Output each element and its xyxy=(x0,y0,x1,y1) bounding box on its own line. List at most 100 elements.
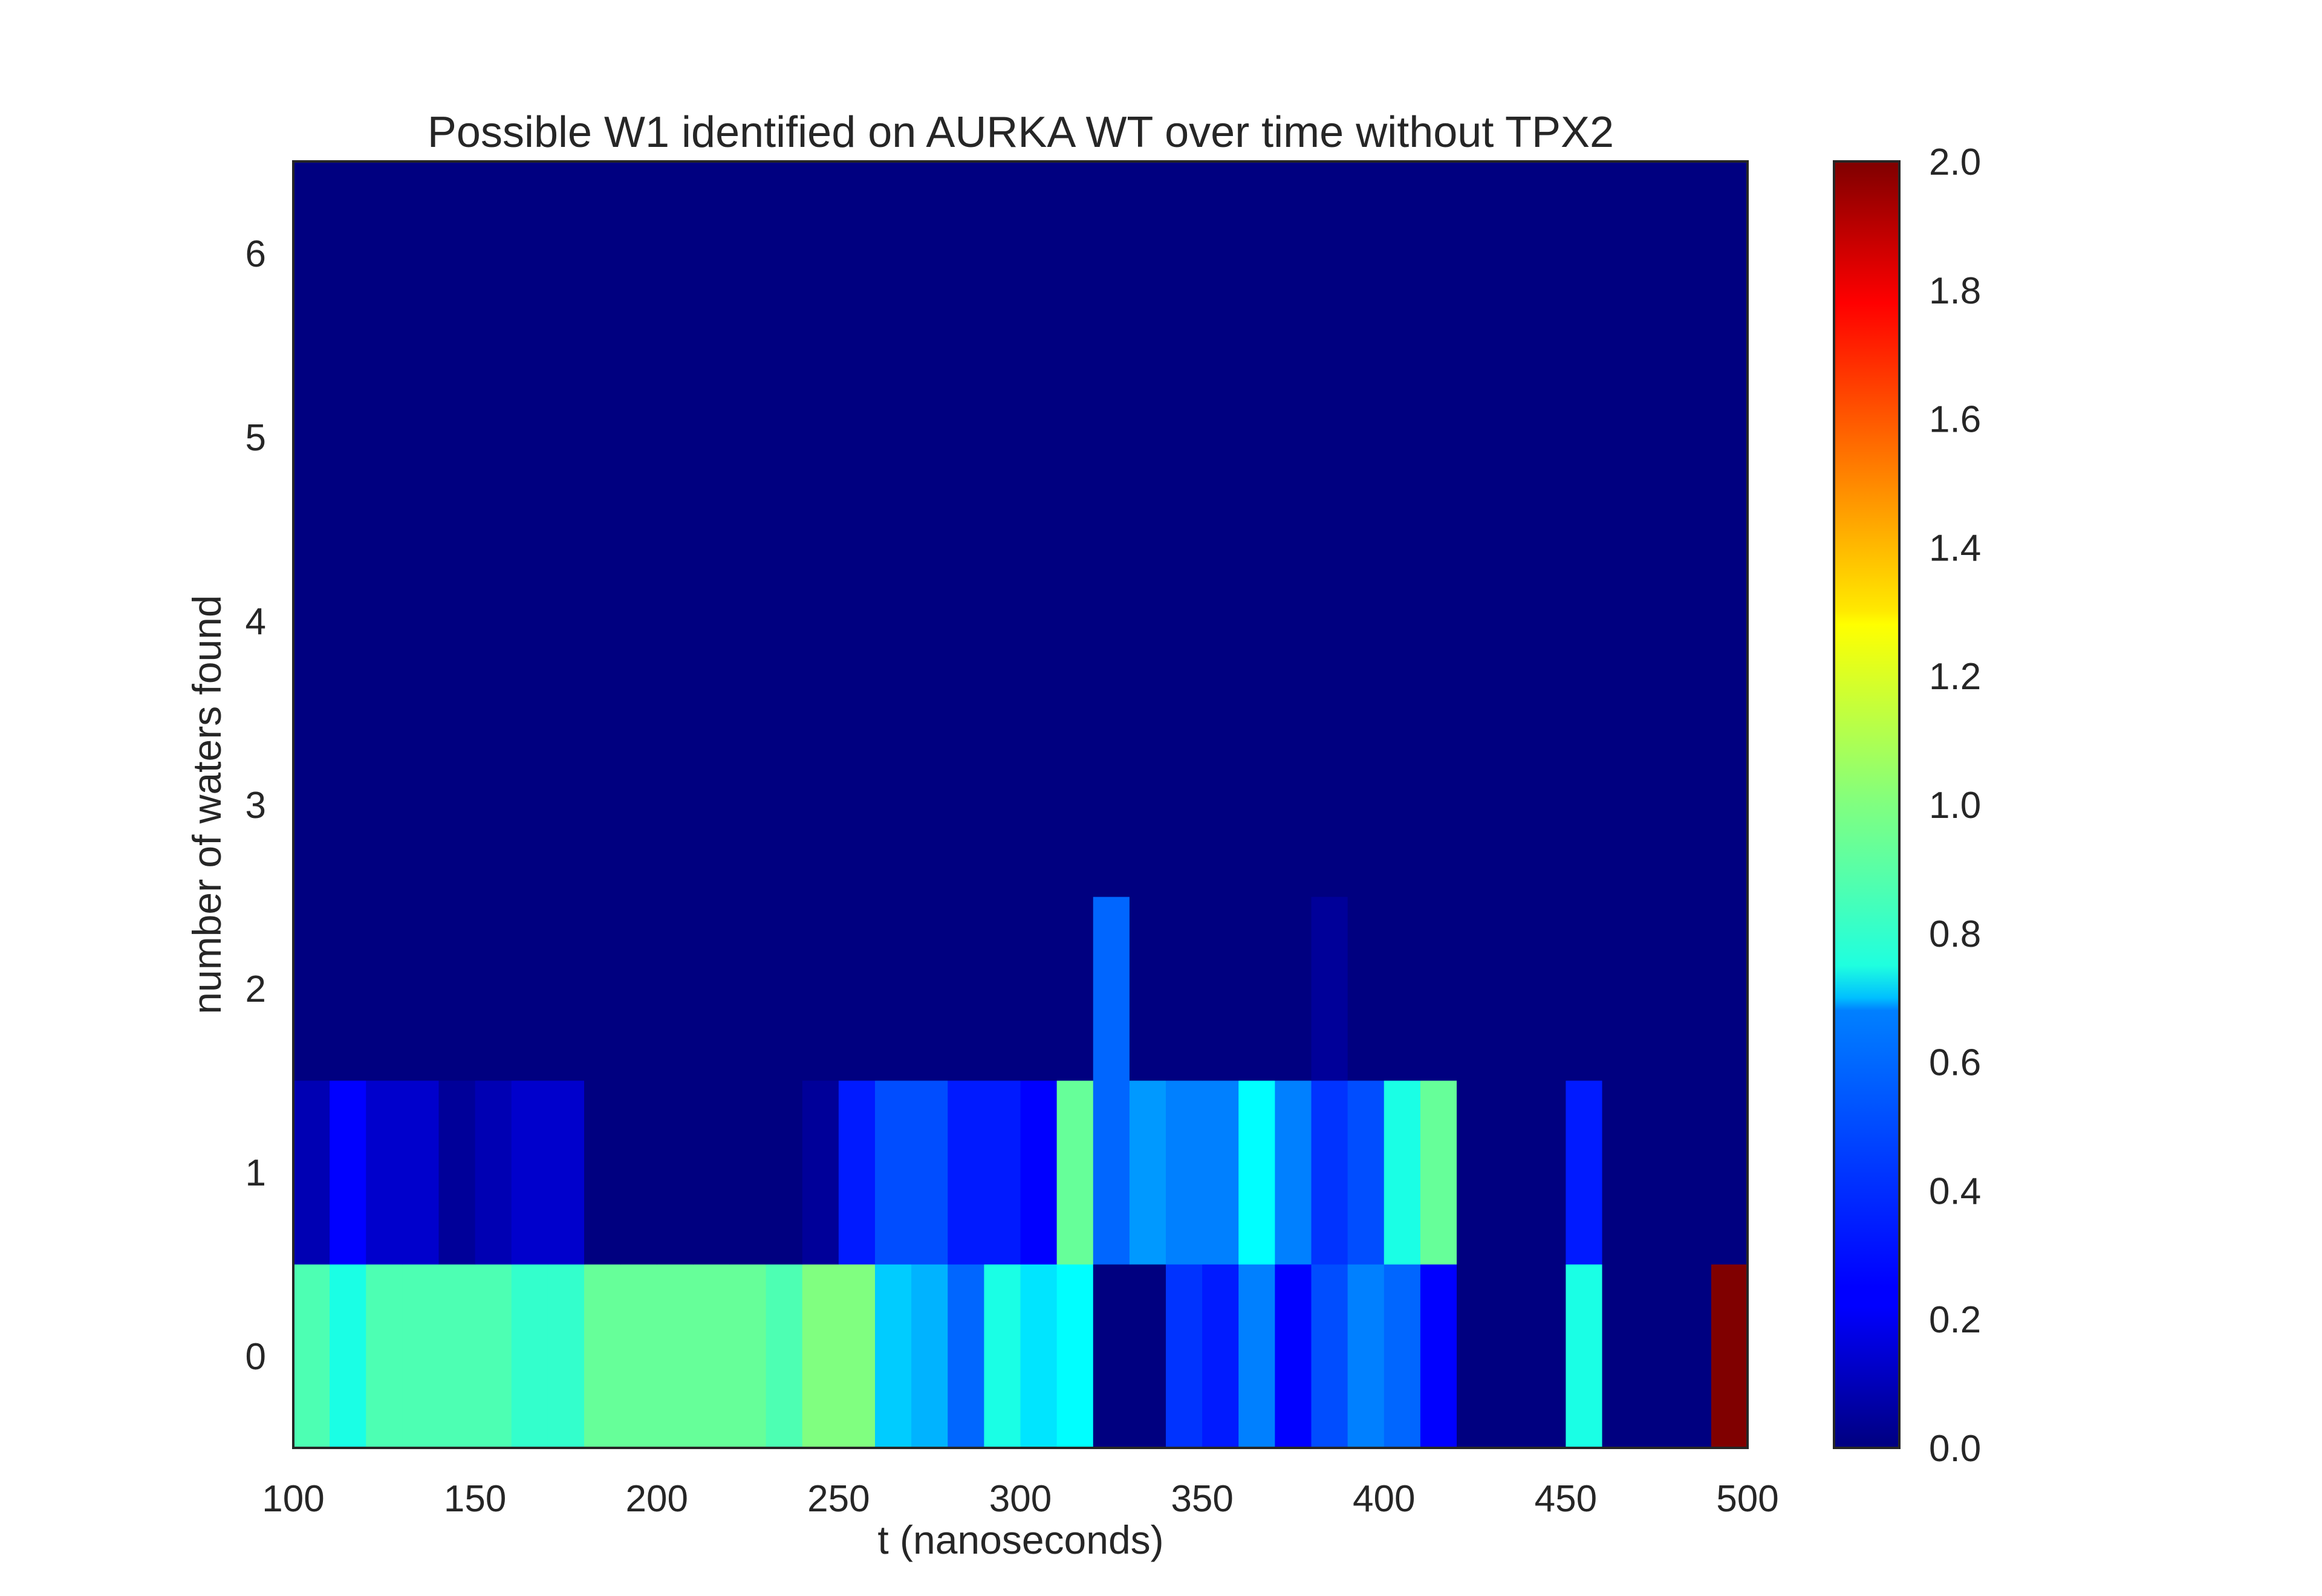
heatmap-cell xyxy=(1166,713,1203,897)
heatmap-cell xyxy=(1493,529,1530,713)
heatmap-cell xyxy=(875,1080,912,1265)
heatmap-cell xyxy=(1166,1080,1203,1265)
heatmap-cell xyxy=(475,897,512,1081)
heatmap-cell xyxy=(838,1080,876,1265)
heatmap-cell xyxy=(511,897,548,1081)
heatmap-cell xyxy=(1384,897,1421,1081)
heatmap-cell xyxy=(547,1264,585,1448)
heatmap-cell xyxy=(475,1080,512,1265)
heatmap-cell xyxy=(1457,713,1494,897)
heatmap-cell xyxy=(693,1264,730,1448)
heatmap-cell xyxy=(1384,1264,1421,1448)
heatmap-cell xyxy=(1529,529,1566,713)
heatmap-cell xyxy=(1020,1264,1058,1448)
heatmap-cell xyxy=(584,897,621,1081)
heatmap-cell xyxy=(1275,529,1312,713)
heatmap-cell xyxy=(1493,161,1530,346)
heatmap-cell xyxy=(729,897,767,1081)
heatmap-cell xyxy=(693,713,730,897)
heatmap-cell xyxy=(1311,897,1348,1081)
heatmap-cell xyxy=(911,345,948,530)
heatmap-cell xyxy=(875,161,912,346)
heatmap-cell xyxy=(1202,161,1239,346)
heatmap-cell xyxy=(1311,1264,1348,1448)
heatmap-cell xyxy=(1202,345,1239,530)
heatmap-cell xyxy=(693,345,730,530)
heatmap-cell xyxy=(1238,161,1275,346)
heatmap-cell xyxy=(293,897,330,1081)
heatmap-cell xyxy=(1602,161,1639,346)
heatmap-cell xyxy=(1093,529,1130,713)
chart-title: Possible W1 identified on AURKA WT over … xyxy=(428,108,1614,157)
heatmap-cell xyxy=(1457,1264,1494,1448)
heatmap-cell xyxy=(948,1080,984,1265)
heatmap-cell xyxy=(948,713,984,897)
heatmap-cell xyxy=(620,345,657,530)
heatmap-cell xyxy=(1275,1264,1312,1448)
heatmap-cells xyxy=(293,161,1748,1448)
heatmap-cell xyxy=(584,1080,621,1265)
heatmap-cell xyxy=(511,713,548,897)
heatmap-cell xyxy=(475,713,512,897)
heatmap-cell xyxy=(948,345,984,530)
heatmap-cell xyxy=(1457,345,1494,530)
heatmap-cell xyxy=(875,1264,912,1448)
heatmap-cell xyxy=(1275,713,1312,897)
heatmap-cell xyxy=(911,1080,948,1265)
heatmap-cell xyxy=(1711,897,1748,1081)
heatmap-cell xyxy=(802,1080,839,1265)
heatmap-cell xyxy=(693,1080,730,1265)
heatmap-cell xyxy=(1275,1080,1312,1265)
heatmap-cell xyxy=(1056,161,1094,346)
heatmap-cell xyxy=(1056,1080,1094,1265)
heatmap-cell xyxy=(693,529,730,713)
heatmap-cell xyxy=(1311,713,1348,897)
heatmap-cell xyxy=(729,529,767,713)
heatmap-cell xyxy=(1202,1080,1239,1265)
heatmap-cell xyxy=(1638,713,1676,897)
heatmap-cell xyxy=(1202,529,1239,713)
heatmap-cell xyxy=(1020,529,1058,713)
heatmap-cell xyxy=(1674,161,1712,346)
heatmap-cell xyxy=(1020,713,1058,897)
heatmap-cell xyxy=(729,1080,767,1265)
heatmap-cell xyxy=(1457,897,1494,1081)
heatmap-cell xyxy=(838,529,876,713)
heatmap-cell xyxy=(1093,1264,1130,1448)
heatmap-cell xyxy=(1674,713,1712,897)
heatmap-cell xyxy=(1020,161,1058,346)
heatmap-cell xyxy=(766,897,803,1081)
heatmap-cell xyxy=(1129,345,1166,530)
heatmap-cell xyxy=(475,1264,512,1448)
heatmap-cell xyxy=(984,897,1021,1081)
heatmap-cell xyxy=(293,529,330,713)
heatmap-cell xyxy=(366,1264,403,1448)
heatmap-cell xyxy=(1638,897,1676,1081)
heatmap-cell xyxy=(366,529,403,713)
heatmap-cell xyxy=(657,1080,694,1265)
heatmap-cell xyxy=(1529,1264,1566,1448)
heatmap-cell xyxy=(766,345,803,530)
heatmap-cell xyxy=(1347,161,1385,346)
heatmap-cell xyxy=(1602,1264,1639,1448)
x-tick-label: 150 xyxy=(444,1478,506,1520)
heatmap-cell xyxy=(1384,345,1421,530)
heatmap-cell xyxy=(1529,897,1566,1081)
heatmap-cell xyxy=(547,897,585,1081)
heatmap-cell xyxy=(1602,713,1639,897)
heatmap-cell xyxy=(438,161,476,346)
heatmap-cell xyxy=(875,529,912,713)
heatmap-cell xyxy=(1093,161,1130,346)
heatmap-cell xyxy=(1129,897,1166,1081)
heatmap-cell xyxy=(1093,897,1130,1081)
heatmap-cell xyxy=(1493,1264,1530,1448)
heatmap-cell xyxy=(838,897,876,1081)
heatmap-cell xyxy=(438,345,476,530)
x-tick-label: 450 xyxy=(1535,1478,1597,1520)
heatmap-cell xyxy=(1056,345,1094,530)
heatmap-cell xyxy=(1638,345,1676,530)
heatmap-cell xyxy=(402,1080,440,1265)
y-axis-label: number of waters found xyxy=(184,595,229,1014)
heatmap-cell xyxy=(402,1264,440,1448)
heatmap-cell xyxy=(438,897,476,1081)
